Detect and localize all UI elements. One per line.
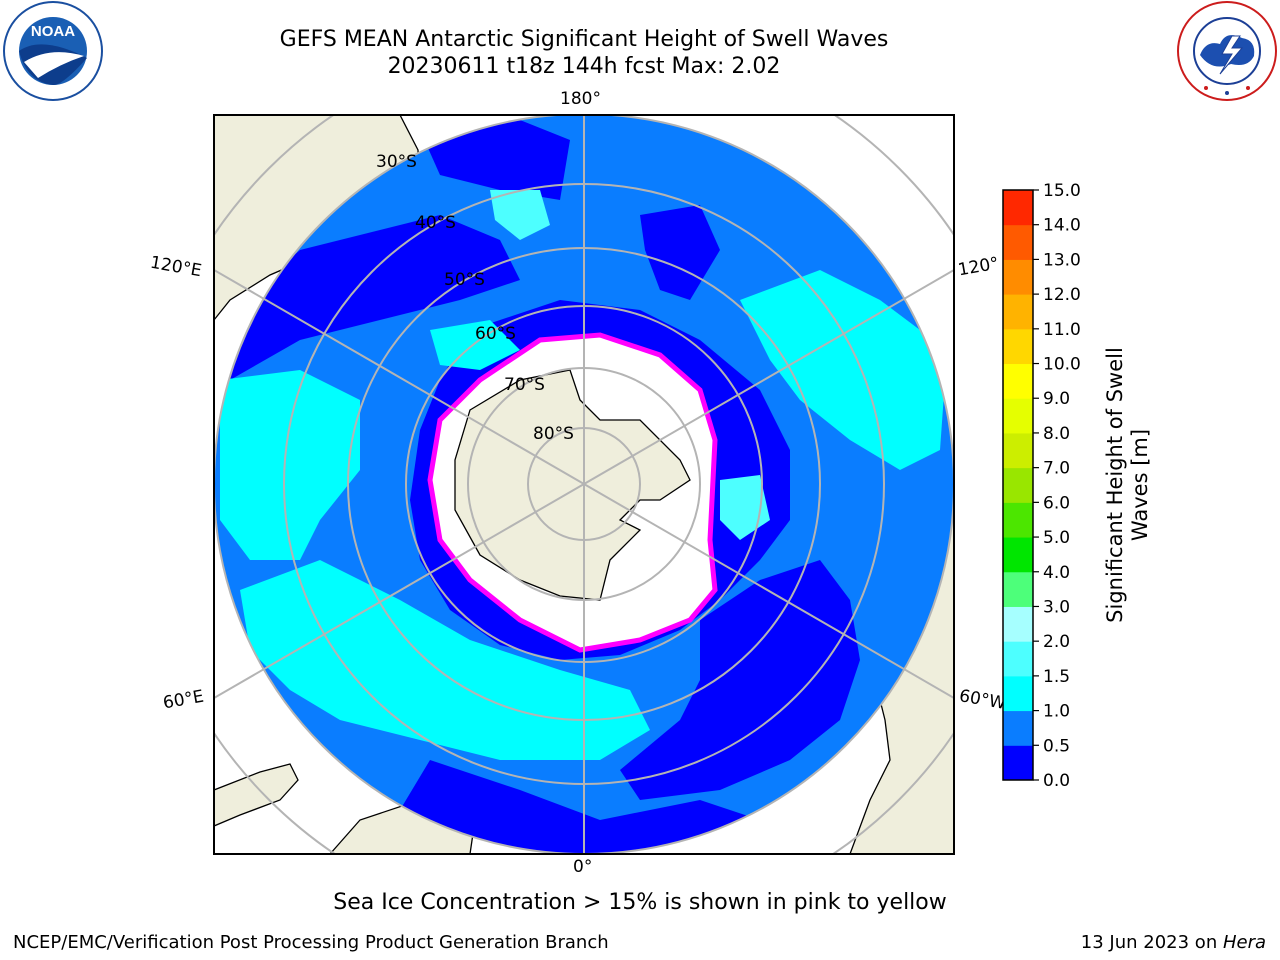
high-swell-area: [220, 370, 360, 560]
colorbar-tick-label: 6.0: [1043, 493, 1070, 513]
colorbar-segment: [1003, 363, 1033, 399]
colorbar-segment: [1003, 328, 1033, 365]
colorbar-tick-label: 4.0: [1043, 563, 1070, 583]
colorbar-tick-label: 13.0: [1043, 250, 1081, 270]
colorbar-segment: [1003, 224, 1033, 260]
colorbar-segment: [1003, 710, 1033, 746]
footer-date: 13 Jun 2023 on Hera: [1080, 932, 1266, 953]
low-swell-area: [420, 120, 570, 200]
colorbar-frame: [1002, 189, 1034, 781]
lat-label-40s: 40°S: [415, 213, 456, 233]
lat-label-60s: 60°S: [475, 324, 516, 344]
lat-label-30s: 30°S: [376, 152, 417, 172]
colorbar-tick-label: 5.0: [1043, 528, 1070, 548]
nws-logo: [1176, 0, 1279, 103]
lat-label-80s: 80°S: [533, 424, 574, 444]
colorbar-segment: [1003, 641, 1033, 677]
graticule: [214, 115, 954, 854]
colorbar-segment: [1003, 502, 1033, 538]
colorbar-segment: [1003, 606, 1033, 642]
sea-ice-note: Sea Ice Concentration > 15% is shown in …: [333, 890, 947, 915]
colorbar-segment: [1003, 537, 1033, 573]
map-frame: [213, 114, 955, 855]
colorbar-tick-label: 8.0: [1043, 424, 1070, 444]
colorbar-tick-label: 1.0: [1043, 702, 1070, 722]
footer-credit: NCEP/EMC/Verification Post Processing Pr…: [13, 932, 609, 953]
colorbar-tick-label: 0.0: [1043, 771, 1070, 791]
high-swell-area: [740, 270, 945, 470]
lon-label-180: 180°: [560, 89, 601, 109]
chart-title: GEFS MEAN Antarctic Significant Height o…: [279, 27, 889, 52]
colorbar-tick-label: 1.5: [1043, 667, 1070, 687]
colorbar-segment: [1003, 432, 1033, 469]
low-swell-area: [620, 560, 860, 800]
colorbar-segment: [1003, 259, 1033, 295]
madagascar-land: [214, 763, 299, 827]
colorbar-tick-label: 2.0: [1043, 632, 1070, 652]
colorbar-segment: [1003, 190, 1033, 226]
colorbar-tick-label: 0.5: [1043, 736, 1070, 756]
colorbar-tick-label: 9.0: [1043, 389, 1070, 409]
colorbar-segment: [1003, 675, 1033, 712]
colorbar-segment: [1003, 571, 1033, 607]
colorbar-tick-label: 10.0: [1043, 355, 1081, 375]
lat-label-50s: 50°S: [444, 270, 485, 290]
colorbar-tick-label: 14.0: [1043, 216, 1081, 236]
chart-subtitle: 20230611 t18z 144h fcst Max: 2.02: [387, 54, 781, 79]
noaa-logo: NOAA: [2, 0, 105, 103]
colorbar-segment: [1003, 398, 1033, 434]
colorbar-segment: [1003, 467, 1033, 503]
high-swell-area: [240, 560, 650, 760]
colorbar-tick-label: 15.0: [1043, 181, 1081, 201]
colorbar-segment: [1003, 745, 1033, 781]
colorbar-tick-label: 7.0: [1043, 459, 1070, 479]
colorbar-tick-label: 11.0: [1043, 320, 1081, 340]
colorbar-tick-label: 12.0: [1043, 285, 1081, 305]
colorbar-segment: [1003, 294, 1033, 330]
lat-label-70s: 70°S: [504, 375, 545, 395]
low-swell-area: [220, 215, 520, 380]
lon-label-0: 0°: [573, 857, 593, 877]
high-swell-area: [490, 190, 550, 240]
colorbar-tick-label: 3.0: [1043, 597, 1070, 617]
low-swell-area: [640, 205, 720, 300]
high-swell-area: [430, 320, 520, 370]
colorbar: 0.0 0.5 1.0 1.5 2.0 3.0 4.0 5.0 6.0 7.0 8.0 9.0 10.0…: [1002, 181, 1081, 791]
low-swell-area: [400, 760, 760, 854]
svg-text:NOAA: NOAA: [31, 23, 75, 40]
